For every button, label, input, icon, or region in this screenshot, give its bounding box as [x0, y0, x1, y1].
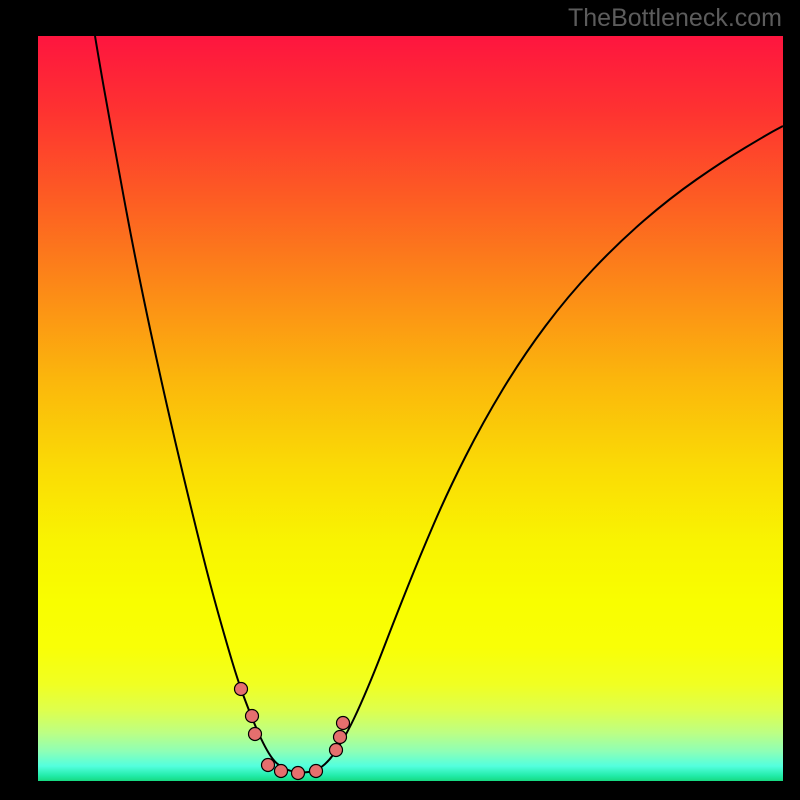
marker-point [334, 731, 347, 744]
marker-point [275, 765, 288, 778]
marker-point [310, 765, 323, 778]
gradient-background [38, 36, 783, 781]
plot-area [38, 36, 783, 781]
marker-point [337, 717, 350, 730]
watermark-text: TheBottleneck.com [568, 4, 782, 33]
marker-point [249, 728, 262, 741]
plot-svg [38, 36, 783, 781]
marker-point [292, 767, 305, 780]
marker-point [330, 744, 343, 757]
marker-point [246, 710, 259, 723]
marker-point [262, 759, 275, 772]
marker-point [235, 683, 248, 696]
